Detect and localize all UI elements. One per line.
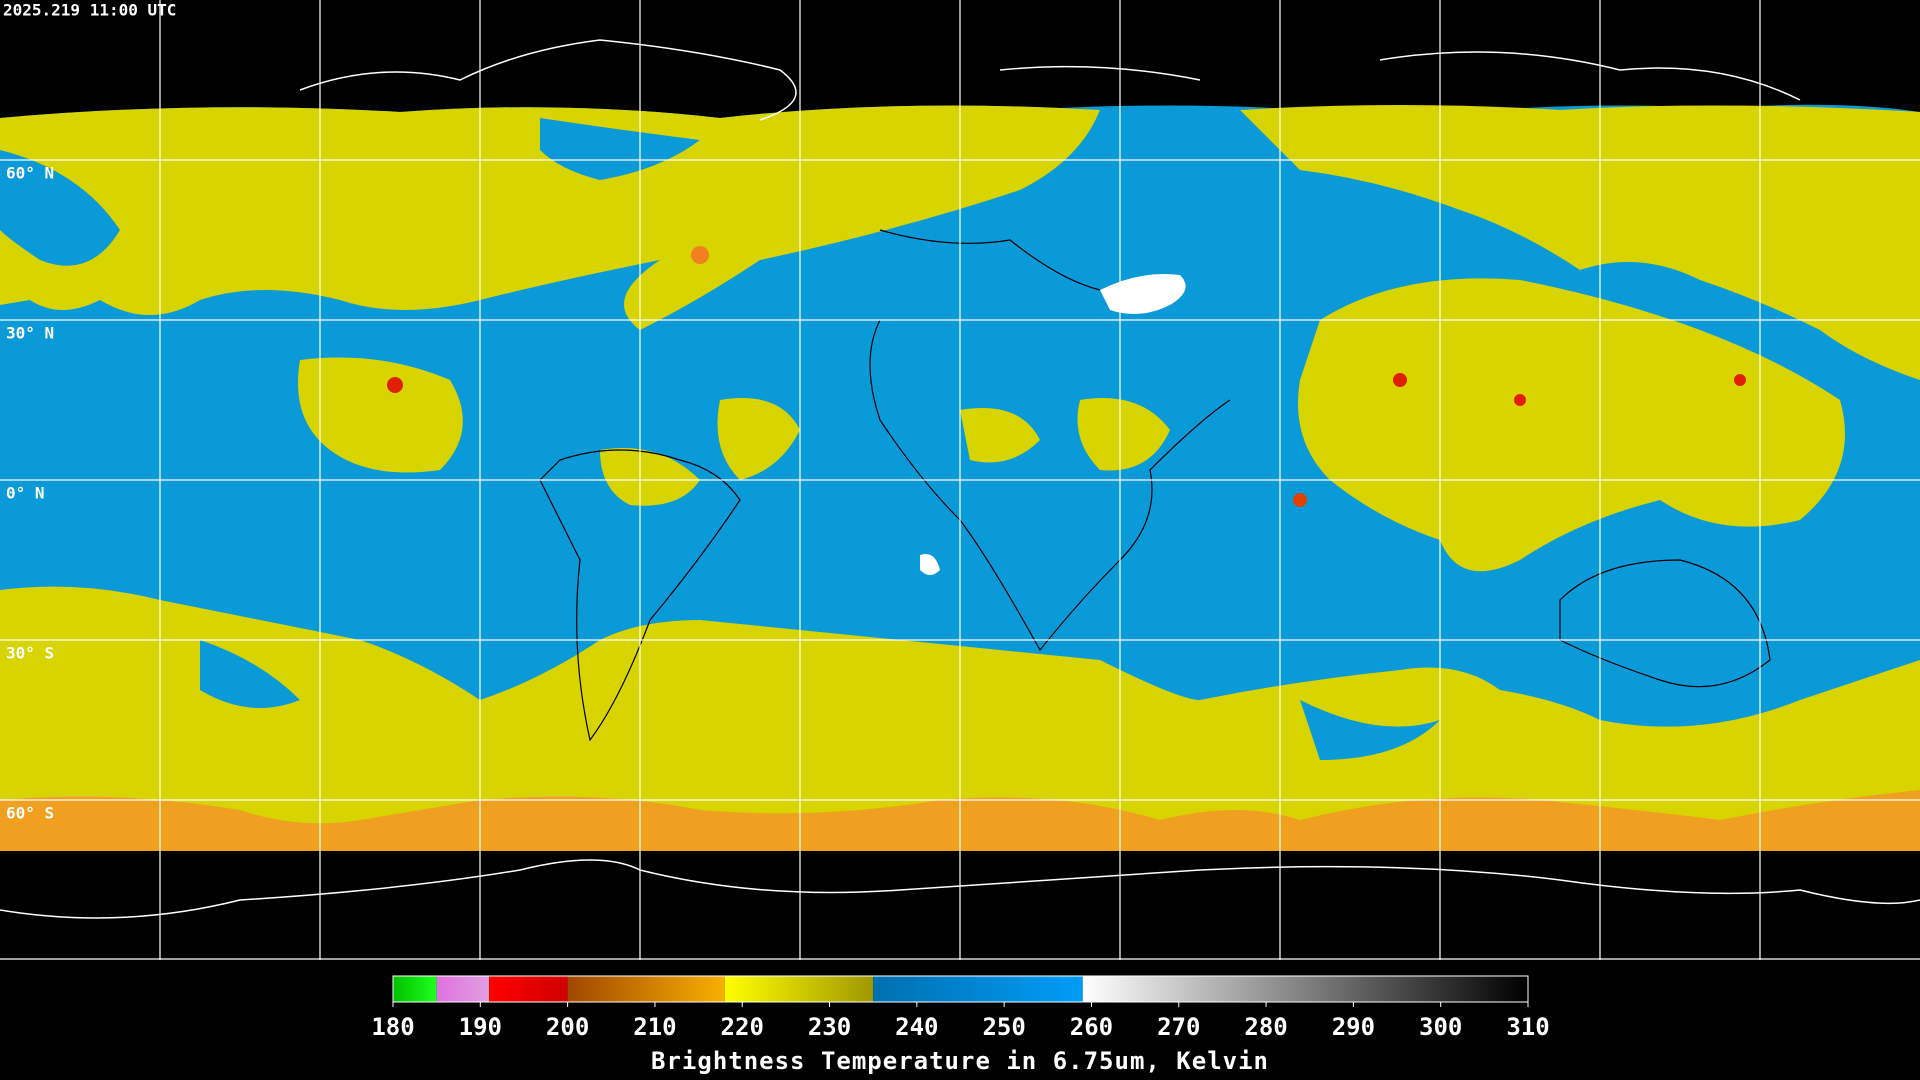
tick-label: 290 — [1332, 1013, 1375, 1041]
yellow-region — [1077, 398, 1170, 471]
tick-label: 250 — [982, 1013, 1025, 1041]
white-region — [1100, 274, 1186, 314]
tick-label: 220 — [721, 1013, 764, 1041]
colorbar-segment — [567, 976, 725, 1002]
colorbar-title: Brightness Temperature in 6.75um, Kelvin — [651, 1047, 1269, 1075]
yellow-region — [298, 357, 463, 473]
tick-label: 180 — [371, 1013, 414, 1041]
red-core — [691, 246, 709, 264]
colorbar: Brightness Temperature in 6.75um, Kelvin… — [371, 975, 1550, 1075]
yellow-region — [600, 448, 700, 506]
latitude-label: 0° N — [6, 484, 45, 503]
satellite-image: 60° N 30° N 0° N 30° S 60° S 2025.219 11… — [0, 0, 1920, 960]
blue-region — [1300, 190, 1420, 258]
tick-label: 300 — [1419, 1013, 1462, 1041]
colorbar-segment — [724, 976, 874, 1002]
graticule — [0, 0, 1920, 960]
colorbar-frame — [392, 975, 1529, 1003]
red-core — [1514, 394, 1526, 406]
yellow-region — [1240, 105, 1920, 380]
coastline — [299, 39, 1801, 121]
white-region — [920, 554, 940, 575]
red-core — [387, 377, 403, 393]
latitude-label: 30° S — [6, 644, 54, 663]
coastline — [0, 859, 1920, 919]
red-core — [1393, 373, 1407, 387]
yellow-region — [1298, 278, 1845, 572]
coastline — [539, 229, 1231, 742]
yellow-region — [0, 105, 1100, 331]
red-core — [1293, 493, 1307, 507]
blue-region — [0, 150, 120, 266]
blue-region — [200, 640, 300, 708]
tick-label: 310 — [1506, 1013, 1549, 1041]
latitude-label: 30° N — [6, 324, 54, 343]
tick-label: 280 — [1244, 1013, 1287, 1041]
red-core — [1734, 374, 1746, 386]
colorbar-segment — [489, 976, 568, 1002]
tick-label: 240 — [895, 1013, 938, 1041]
tick-label: 270 — [1157, 1013, 1200, 1041]
colorbar-segment — [393, 976, 437, 1002]
timestamp: 2025.219 11:00 UTC — [3, 1, 176, 20]
tick-label: 210 — [633, 1013, 676, 1041]
latitude-label: 60° S — [6, 804, 54, 823]
tick-label: 190 — [459, 1013, 502, 1041]
tick-label: 230 — [808, 1013, 851, 1041]
yellow-region — [717, 398, 800, 480]
coastline — [1559, 559, 1771, 688]
tick-label: 260 — [1070, 1013, 1113, 1041]
colorbar-segment — [1082, 976, 1528, 1002]
blue-region — [540, 118, 700, 180]
latitude-label: 60° N — [6, 164, 54, 183]
yellow-region — [960, 408, 1040, 463]
colorbar-segment — [436, 976, 490, 1002]
tick-label: 200 — [546, 1013, 589, 1041]
colorbar-segment — [873, 976, 1083, 1002]
blue-region — [1300, 700, 1440, 760]
